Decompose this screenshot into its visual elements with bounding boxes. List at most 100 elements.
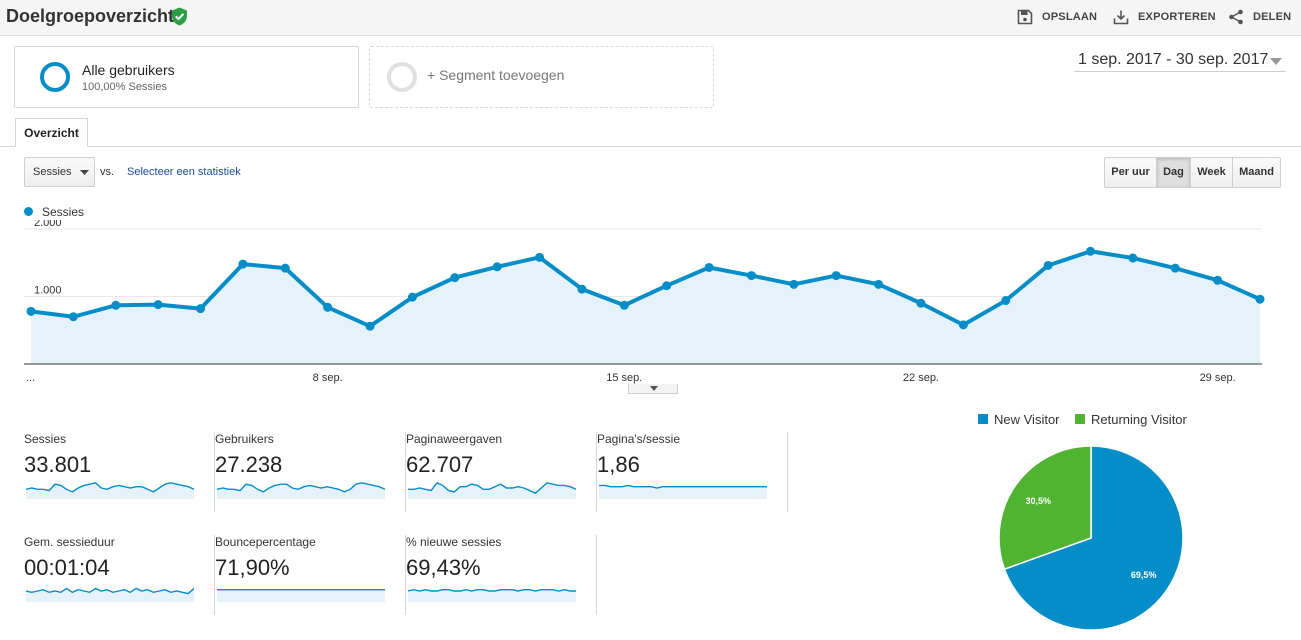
share-label: DELEN [1253,11,1292,23]
export-label: EXPORTEREN [1138,11,1216,23]
data-point[interactable] [577,284,587,294]
sparkline-line [26,482,194,493]
kpi-value: 27.238 [215,452,283,477]
top-bar: Doelgroepoverzicht OPSLAAN EXPORTEREN DE… [0,0,1301,36]
kpi-label: Paginaweergaven [406,432,503,446]
data-point[interactable] [238,259,248,269]
data-point[interactable] [535,252,545,262]
data-point[interactable] [365,321,375,331]
data-point[interactable] [111,300,121,310]
export-button[interactable]: EXPORTEREN [1113,7,1216,27]
data-point[interactable] [407,292,417,302]
granularity-month-button[interactable]: Maand [1233,158,1280,187]
date-range-picker[interactable]: 1 sep. 2017 - 30 sep. 2017 [1074,46,1286,72]
pie-slice-label: 69,5% [1131,570,1157,580]
pie-slice-label: 30,5% [1026,496,1052,506]
chart-resize-handle[interactable] [628,384,678,394]
kpi-sparkline [26,587,194,602]
data-point[interactable] [492,262,502,272]
data-point[interactable] [958,320,968,330]
legend-swatch [24,207,33,216]
kpi-tile[interactable]: Gebruikers 27.238 [215,432,406,512]
data-point[interactable] [789,279,799,289]
kpi-sparkline [408,588,576,602]
save-button[interactable]: OPSLAAN [1017,7,1097,27]
kpi-tile[interactable]: % nieuwe sessies 69,43% [406,535,597,615]
sparkline-line [599,484,767,489]
sparkline-area [408,589,576,602]
pie-slice[interactable] [998,445,1092,571]
data-point[interactable] [916,298,926,308]
series-area [31,251,1260,364]
data-point[interactable] [1213,275,1223,285]
add-segment-button[interactable]: + Segment toevoegen [369,46,714,108]
kpi-tile[interactable]: Bouncepercentage 71,90% [215,535,406,615]
data-point[interactable] [26,306,36,316]
sparkline-area [217,589,385,602]
sparkline-area [599,485,767,499]
kpi-value: 71,90% [215,555,290,580]
legend-swatch [978,414,988,424]
data-point[interactable] [874,279,884,289]
kpi-tile[interactable]: Sessies 33.801 [24,432,215,512]
pie-slice[interactable] [1003,445,1184,631]
add-segment-label: + Segment toevoegen [427,67,565,83]
data-point[interactable] [1001,296,1011,306]
data-point[interactable] [1128,253,1138,263]
data-point[interactable] [196,304,206,314]
save-label: OPSLAAN [1042,11,1098,23]
kpi-value: 62.707 [406,452,474,477]
data-point[interactable] [1043,260,1053,270]
kpi-tile[interactable]: Paginaweergaven 62.707 [406,432,597,512]
sparkline-line [408,481,576,494]
legend-swatch [1075,414,1085,424]
data-point[interactable] [662,281,672,291]
compare-metric-link[interactable]: Selecteer een statistiek [127,166,241,178]
y-tick-label: 1.000 [34,285,62,297]
granularity-day-button[interactable]: Dag [1157,158,1191,187]
vs-label: vs. [100,166,115,178]
x-tick-label: 22 sep. [903,372,939,384]
tab-overview[interactable]: Overzicht [15,118,88,147]
sessions-line-chart: 2.000 1.000... 8 sep. 15 sep. 22 sep. 29 sep. [24,220,1265,384]
kpi-label: Pagina's/sessie [597,432,681,446]
data-point[interactable] [450,273,460,283]
empty-segment-ring-icon [387,62,417,92]
data-point[interactable] [704,262,714,272]
kpi-sparkline [599,484,767,499]
segment-all-users[interactable]: Alle gebruikers 100,00% Sessies [14,46,359,108]
data-point[interactable] [280,263,290,273]
kpi-value: 69,43% [406,555,481,580]
granularity-toggle: Per uur Dag Week Maand [1104,157,1281,188]
data-point[interactable] [153,300,163,310]
kpi-sparkline [217,482,385,499]
x-tick-label: 29 sep. [1200,372,1236,384]
sparkline-line [217,482,385,493]
legend-label: Sessies [42,205,85,219]
data-point[interactable] [323,302,333,312]
kpi-label: Gem. sessieduur [24,535,115,549]
granularity-hour-button[interactable]: Per uur [1105,158,1157,187]
segment-name: Alle gebruikers [82,62,175,78]
sparkline-line [26,587,194,595]
granularity-week-button[interactable]: Week [1191,158,1233,187]
download-icon [1113,10,1129,25]
kpi-tile[interactable]: Pagina's/sessie 1,86 [597,432,788,512]
verified-shield-icon [172,7,187,26]
share-icon [1229,9,1243,25]
data-point[interactable] [1170,263,1180,273]
chevron-down-icon [650,386,658,391]
x-tick-label: 15 sep. [606,372,642,384]
metric-dropdown[interactable]: Sessies [24,157,95,187]
page-title: Doelgroepoverzicht [6,6,175,26]
share-button[interactable]: DELEN [1228,7,1291,27]
data-point[interactable] [1255,294,1265,304]
data-point[interactable] [619,300,629,310]
data-point[interactable] [68,312,78,322]
data-point[interactable] [746,271,756,281]
kpi-label: % nieuwe sessies [406,535,502,549]
kpi-sparkline [26,482,194,499]
kpi-tile[interactable]: Gem. sessieduur 00:01:04 [24,535,215,615]
data-point[interactable] [831,271,841,281]
data-point[interactable] [1085,246,1095,256]
